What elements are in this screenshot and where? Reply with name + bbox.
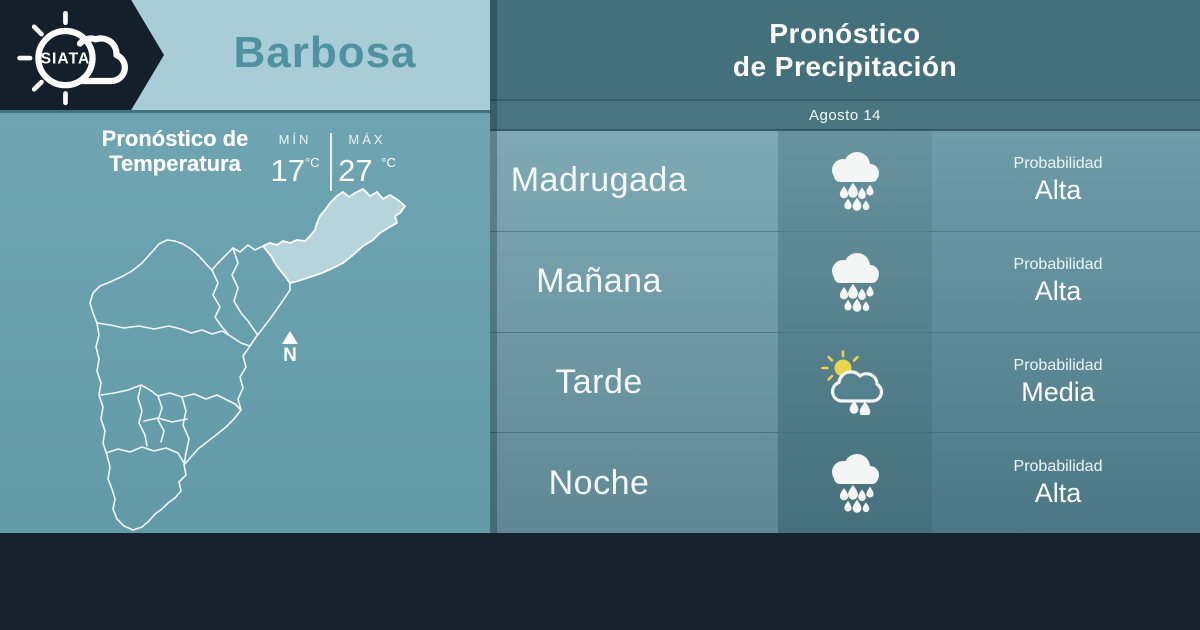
probability-cell: Probabilidad Media [1013, 356, 1103, 407]
forecast-row-noche: Noche [490, 432, 1200, 533]
aburra-valley-map [89, 188, 406, 531]
probability-cell: Probabilidad Alta [1013, 155, 1103, 206]
period-label: Tarde [490, 332, 778, 433]
temperature-max: MÁX 27 °C [338, 132, 396, 188]
forecast-row-madrugada: Madrugada [490, 131, 1200, 231]
period-label: Mañana [490, 231, 778, 332]
north-arrow: N [272, 331, 308, 367]
forecast-row-manana: Mañana [490, 230, 1200, 332]
forecast-rows: Madrugada [490, 131, 1200, 533]
map-panel: Pronóstico de Temperatura MÍN 17°C MÁX 2… [0, 110, 490, 533]
rain-cloud-icon [832, 454, 879, 513]
map-region-barbosa [262, 188, 406, 284]
siata-sun-cloud-icon: SIATA [17, 10, 128, 106]
municipality-name: Barbosa [233, 28, 417, 77]
temperature-min: MÍN 17°C [270, 132, 320, 188]
temperature-title: Pronóstico de Temperatura [101, 126, 249, 176]
forecast-row-tarde: Tarde [490, 331, 1200, 433]
precipitation-panel: Pronóstico de Precipitación Agosto 14 Ma… [490, 0, 1200, 533]
sun-rain-icon [821, 350, 884, 416]
period-label: Madrugada [490, 131, 778, 231]
rain-cloud-icon [832, 151, 879, 211]
probability-cell: Probabilidad Alta [1013, 457, 1103, 508]
siata-logo-block: SIATA [0, 0, 164, 110]
siata-logo-text: SIATA [41, 50, 91, 67]
temperature-divider [330, 133, 332, 191]
north-arrow-triangle [282, 331, 298, 344]
forecast-date: Agosto 14 [490, 99, 1200, 131]
rain-cloud-icon [832, 252, 879, 312]
panel-title: Pronóstico de Precipitación [490, 0, 1200, 99]
period-label: Noche [490, 433, 778, 533]
probability-cell: Probabilidad Alta [1013, 256, 1103, 307]
footer: @siatamedellin www.siata.gov.co Con el a… [0, 533, 1200, 630]
